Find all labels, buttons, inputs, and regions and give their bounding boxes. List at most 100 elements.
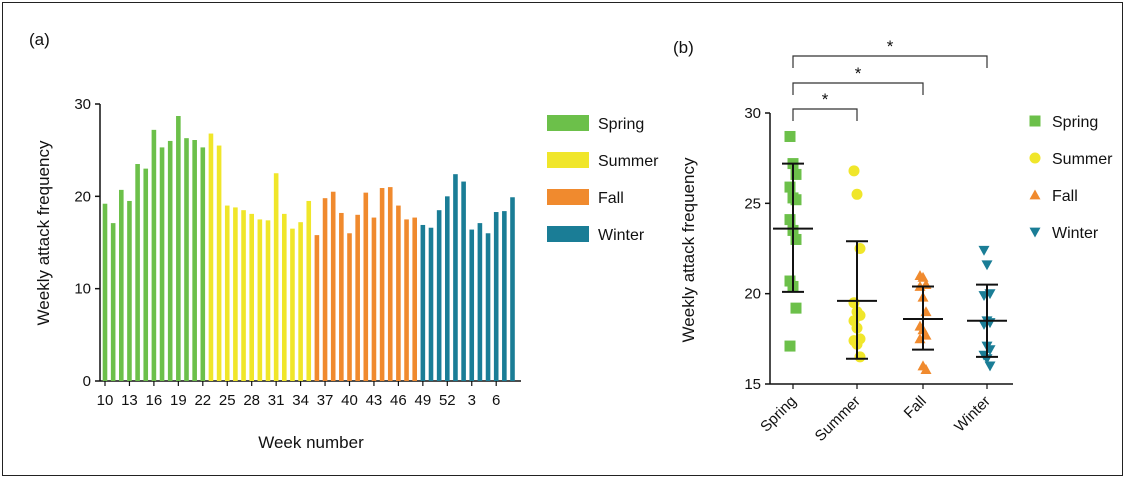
bar-winter-week-51	[436, 210, 442, 381]
bar-summer-week-29	[257, 219, 263, 381]
bar-spring-week-20	[184, 138, 189, 381]
bar-spring-week-17	[159, 147, 165, 381]
panel-b-legend-label-spring: Spring	[1052, 114, 1098, 131]
bar-spring-week-11	[110, 223, 116, 381]
panel-a-x-tick-label: 34	[292, 392, 309, 409]
bar-summer-week-28	[249, 213, 254, 381]
bar-fall-week-36	[314, 235, 320, 381]
panel-a-y-tick-label: 0	[83, 373, 91, 390]
bar-summer-week-26	[233, 207, 238, 381]
panel-b-ylabel: Weekly attack frequency	[679, 157, 698, 342]
panel-a-legend-label-fall: Fall	[598, 190, 624, 207]
point-fall	[917, 271, 929, 282]
panel-a-x-tick-label: 37	[317, 392, 334, 409]
panel-a-x-tick-label: 13	[121, 392, 138, 409]
panel-a-y-tick-label: 20	[74, 188, 91, 205]
bar-winter-week-5	[485, 233, 491, 381]
bar-spring-week-22	[200, 147, 206, 381]
bar-fall-week-48	[412, 217, 417, 381]
bar-spring-week-14	[135, 164, 140, 381]
bar-fall-week-42	[363, 192, 369, 381]
bar-summer-week-33	[290, 228, 295, 381]
bar-spring-week-19	[176, 116, 181, 382]
panel-b-legend-label-summer: Summer	[1052, 151, 1113, 168]
bar-winter-week-2	[461, 181, 466, 381]
panel-b-y-tick-label: 30	[744, 105, 761, 122]
panel-b-legend-marker-fall	[1029, 189, 1041, 200]
panel-a-x-tick-label: 16	[146, 392, 163, 409]
panel-b-legend-label-fall: Fall	[1052, 188, 1078, 205]
point-summer	[848, 165, 860, 177]
panel-b-legend-marker-summer	[1029, 152, 1041, 164]
panel-a-label: (a)	[29, 30, 50, 49]
point-spring	[784, 214, 796, 226]
panel-a-y-tick-label: 30	[74, 96, 91, 113]
bar-fall-week-45	[387, 187, 393, 381]
bar-spring-week-13	[127, 200, 132, 381]
significance-label-winter: *	[887, 37, 894, 56]
panel-b-legend-label-winter: Winter	[1052, 225, 1099, 242]
panel-a-x-tick-label: 10	[97, 392, 114, 409]
bar-spring-week-12	[119, 189, 124, 381]
panel-b-label: (b)	[673, 38, 694, 57]
bar-fall-week-43	[371, 217, 377, 381]
panel-b-y-tick-label: 20	[744, 286, 761, 303]
point-spring	[790, 302, 802, 314]
panel-b-x-tick-label-winter: Winter	[951, 393, 994, 436]
point-spring	[790, 168, 802, 180]
panel-a-legend-swatch-summer	[547, 152, 589, 168]
panel-a-x-tick-label: 22	[194, 392, 211, 409]
bar-summer-week-24	[216, 145, 222, 381]
point-winter	[978, 245, 990, 256]
figure-svg: (a) Weekly attack frequency Week number …	[29, 30, 1113, 452]
bar-spring-week-10	[102, 203, 108, 381]
panel-b-x-tick-label-summer: Summer	[812, 393, 864, 445]
panel-a-x-tick-label: 43	[366, 392, 383, 409]
significance-bracket-spring-winter	[792, 55, 988, 68]
bar-fall-week-39	[339, 212, 344, 381]
panel-a-legend-label-summer: Summer	[598, 153, 659, 170]
bar-fall-week-46	[396, 205, 401, 381]
panel-a-x-tick-label: 31	[268, 392, 285, 409]
bar-spring-week-18	[167, 140, 173, 381]
bar-spring-week-15	[143, 168, 149, 381]
bar-summer-week-27	[241, 210, 246, 381]
point-spring	[784, 181, 796, 193]
significance-label-summer: *	[822, 90, 829, 109]
point-spring	[784, 130, 796, 142]
bar-fall-week-44	[379, 188, 385, 381]
significance-bracket-spring-summer	[792, 108, 858, 121]
panel-a-x-tick-label: 49	[415, 392, 432, 409]
bar-fall-week-38	[330, 191, 336, 381]
bar-spring-week-16	[151, 129, 157, 381]
bar-winter-week-7	[502, 211, 507, 381]
bar-fall-week-41	[355, 214, 360, 381]
panel-a-legend-label-spring: Spring	[598, 116, 644, 133]
panel-a-x-tick-label: 3	[468, 392, 476, 409]
bar-fall-week-40	[347, 233, 352, 381]
panel-a-legend-swatch-winter	[547, 226, 589, 242]
panel-a-x-tick-label: 19	[170, 392, 187, 409]
panel-a-x-tick-label: 46	[390, 392, 407, 409]
panel-b-x-tick-label-fall: Fall	[901, 393, 930, 422]
bar-winter-week-6	[493, 212, 499, 381]
panel-a-legend-swatch-spring	[547, 115, 589, 131]
point-spring	[790, 233, 802, 245]
panel-b-y-tick-label: 15	[744, 376, 761, 393]
bar-summer-week-23	[208, 133, 214, 381]
point-spring	[784, 340, 796, 352]
bar-winter-week-50	[428, 227, 434, 381]
figure-frame: (a) Weekly attack frequency Week number …	[2, 2, 1123, 476]
point-winter	[984, 361, 996, 372]
panel-a-legend-swatch-fall	[547, 189, 589, 205]
bar-summer-week-34	[298, 222, 303, 381]
bar-fall-week-47	[404, 219, 409, 381]
significance-label-fall: *	[855, 64, 862, 83]
bar-summer-week-30	[265, 220, 271, 381]
point-summer	[851, 188, 863, 200]
point-spring	[790, 194, 802, 206]
panel-a-x-tick-label: 28	[243, 392, 260, 409]
bar-summer-week-32	[282, 213, 287, 381]
panel-a-y-tick-label: 10	[74, 281, 91, 298]
panel-b-legend-marker-spring	[1029, 115, 1041, 127]
